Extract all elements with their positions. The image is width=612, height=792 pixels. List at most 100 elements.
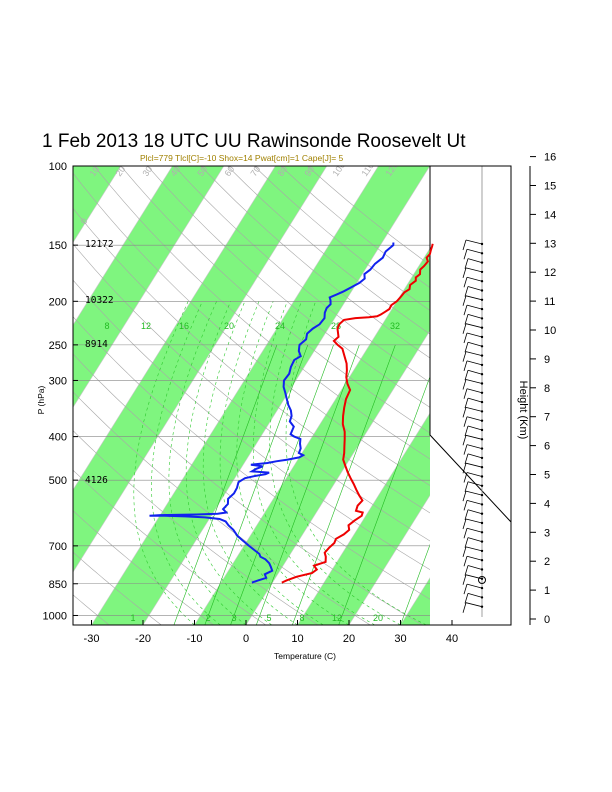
wind-barb [465, 239, 483, 245]
wind-barb-flag [463, 583, 468, 595]
wind-panel-mask [429, 166, 512, 625]
height-axis-label: Height (Km) [517, 381, 529, 440]
height-tick-label: 8 [544, 383, 550, 395]
wind-barb [466, 416, 483, 422]
bottom-mixing-label: 12 [332, 613, 342, 623]
wind-dot [480, 447, 484, 450]
wind-barb [466, 444, 483, 449]
wind-barb [466, 472, 483, 477]
wind-barb [465, 602, 483, 608]
mixing-ratio-label: 24 [275, 321, 285, 331]
wind-dot [480, 373, 484, 376]
dry-adiabat [73, 510, 214, 625]
moist-adiabat [151, 301, 221, 625]
wind-barb-flag [463, 360, 468, 372]
temperature-tick-label: -20 [135, 633, 151, 645]
wind-barb [466, 500, 483, 505]
wind-dot [480, 270, 484, 274]
wind-barb [466, 360, 483, 366]
wind-dot [480, 354, 484, 357]
wind-dot [480, 559, 484, 562]
wind-barb [467, 537, 483, 542]
wind-barb-flag [463, 500, 468, 511]
dry-adiabat [73, 391, 371, 625]
pressure-tick-label: 300 [49, 375, 67, 387]
wind-barb [465, 351, 483, 356]
wind-dot [480, 289, 484, 292]
wind-dot [480, 317, 484, 320]
isotherm-line [91, 166, 379, 625]
height-annotation: 4126 [85, 475, 108, 486]
moist-adiabat [269, 301, 401, 625]
dry-adiabat [73, 243, 511, 589]
wind-barb [467, 258, 483, 263]
mixing-ratio-line [292, 344, 396, 625]
temperature-band [0, 166, 18, 625]
wind-dot [480, 493, 484, 497]
wind-barb [467, 341, 483, 347]
wind-barb [465, 462, 483, 468]
mixing-ratio-line [338, 344, 442, 625]
wind-barb-flag [464, 593, 469, 604]
moist-adiabat [219, 301, 324, 625]
wind-panel-edge [429, 166, 512, 523]
wind-dot [480, 466, 484, 469]
wind-dot [480, 280, 484, 283]
mixing-ratio-line [173, 344, 278, 625]
pressure-tick-label: 100 [49, 161, 67, 173]
wind-dot [480, 549, 484, 553]
wind-barb [465, 323, 483, 329]
wind-dot [480, 577, 484, 580]
wind-dot [480, 400, 484, 404]
mixing-ratio-label: 16 [179, 321, 189, 331]
wind-dot [480, 382, 484, 385]
wind-barb [466, 527, 483, 533]
wind-dot [480, 586, 484, 590]
height-tick-label: 1 [544, 585, 550, 597]
dry-adiabat [173, 166, 511, 435]
wind-barb [467, 397, 483, 403]
height-tick-label: 14 [544, 209, 556, 221]
mixing-ratio-label: 12 [141, 321, 151, 331]
height-annotation: 12172 [85, 239, 114, 250]
wind-dot [480, 363, 484, 367]
moist-adiabat [133, 301, 195, 625]
isotherm-line [0, 166, 69, 625]
mixing-ratio-line [256, 344, 360, 625]
bottom-mixing-label: 8 [299, 613, 304, 623]
wind-barb [467, 314, 483, 319]
wind-barb-flag [463, 416, 468, 427]
mixing-ratio-label: 8 [104, 321, 109, 331]
wind-barb [467, 509, 483, 515]
wind-barb [467, 453, 483, 459]
wind-barb-flag [462, 490, 467, 502]
wind-dot [480, 428, 484, 432]
bottom-mixing-label: 3 [231, 613, 236, 623]
wind-dot [480, 475, 484, 478]
wind-barb-flag [462, 463, 467, 474]
wind-barb [465, 518, 483, 524]
dry-adiabat [200, 166, 511, 411]
height-tick-label: 7 [544, 412, 550, 424]
wind-barbs [462, 166, 486, 617]
x-axis-label: Temperature (C) [274, 651, 336, 661]
wind-dot [480, 410, 484, 413]
dry-adiabat [73, 430, 319, 625]
pressure-tick-label: 400 [49, 432, 67, 444]
wind-barb-flag [462, 407, 467, 418]
wind-barb-flag [462, 546, 467, 558]
wind-barb-flag [462, 351, 467, 362]
wind-barb [466, 388, 483, 394]
temperature-band [73, 166, 224, 408]
moist-adiabat [185, 301, 272, 625]
isotherm-line [73, 166, 122, 244]
mixing-ratio-label: 28 [331, 321, 341, 331]
temperature-line [281, 243, 434, 584]
wind-barb-flag [464, 314, 469, 325]
wind-barb-flag [462, 323, 467, 334]
wind-barb-flag [462, 518, 467, 530]
wind-barb [465, 546, 483, 552]
wind-barb-flag [463, 332, 468, 344]
wind-dot [480, 484, 484, 487]
